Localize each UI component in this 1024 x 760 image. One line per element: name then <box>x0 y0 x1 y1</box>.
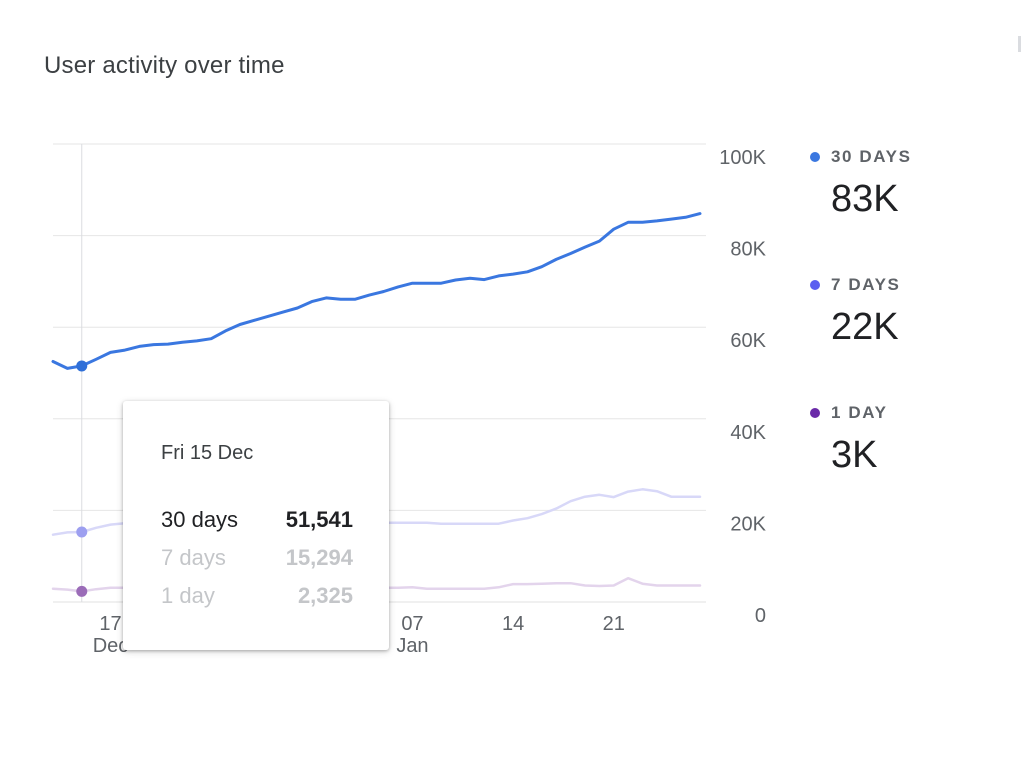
hover-tooltip: Fri 15 Dec 30 days 51,541 7 days 15,294 … <box>123 401 389 650</box>
x-tick-sublabel: Dec <box>93 635 129 657</box>
x-tick-label: 07 <box>401 613 423 635</box>
tooltip-row-label: 30 days <box>161 507 239 532</box>
tooltip-row-label: 7 days <box>161 545 226 570</box>
x-tick-label: 14 <box>502 613 524 635</box>
y-tick-label: 60K <box>730 330 766 352</box>
legend-label: 30 DAYS <box>831 147 912 166</box>
x-tick-sublabel: Jan <box>396 635 428 657</box>
y-tick-label: 40K <box>730 422 766 444</box>
card-edge-marker <box>1018 36 1021 52</box>
legend-dot-icon <box>810 152 820 162</box>
legend-value: 22K <box>831 306 899 348</box>
y-tick-label: 0 <box>755 605 766 627</box>
y-tick-label: 20K <box>730 513 766 535</box>
legend-value: 3K <box>831 434 878 476</box>
legend-dot-icon <box>810 408 820 418</box>
x-tick-label: 17 <box>99 613 121 635</box>
tooltip-row-30-days: 30 days 51,541 <box>161 507 353 533</box>
legend-item-1-day[interactable]: 1 DAY 3K <box>810 402 888 477</box>
tooltip-row-7-days: 7 days 15,294 <box>161 545 353 571</box>
tooltip-row-value: 51,541 <box>285 507 353 532</box>
legend-item-7-days[interactable]: 7 DAYS 22K <box>810 274 900 349</box>
legend-dot-icon <box>810 280 820 290</box>
highlight-point-30-days <box>76 360 88 372</box>
chart-title: User activity over time <box>44 52 285 79</box>
series-line-30-days <box>51 212 702 370</box>
legend-value: 83K <box>831 178 899 220</box>
tooltip-row-value: 2,325 <box>297 583 353 608</box>
y-tick-label: 100K <box>719 147 766 169</box>
highlight-point-7-days <box>76 526 88 538</box>
legend-label: 1 DAY <box>831 403 888 422</box>
legend-item-30-days[interactable]: 30 DAYS 83K <box>810 146 912 221</box>
x-tick-label: 21 <box>603 613 625 635</box>
y-tick-label: 80K <box>730 239 766 261</box>
tooltip-date: Fri 15 Dec <box>161 442 254 464</box>
highlight-point-1-day <box>76 585 88 597</box>
legend-label: 7 DAYS <box>831 275 901 294</box>
tooltip-row-1-day: 1 day 2,325 <box>161 583 353 609</box>
tooltip-row-label: 1 day <box>161 583 215 608</box>
tooltip-row-value: 15,294 <box>285 545 353 570</box>
